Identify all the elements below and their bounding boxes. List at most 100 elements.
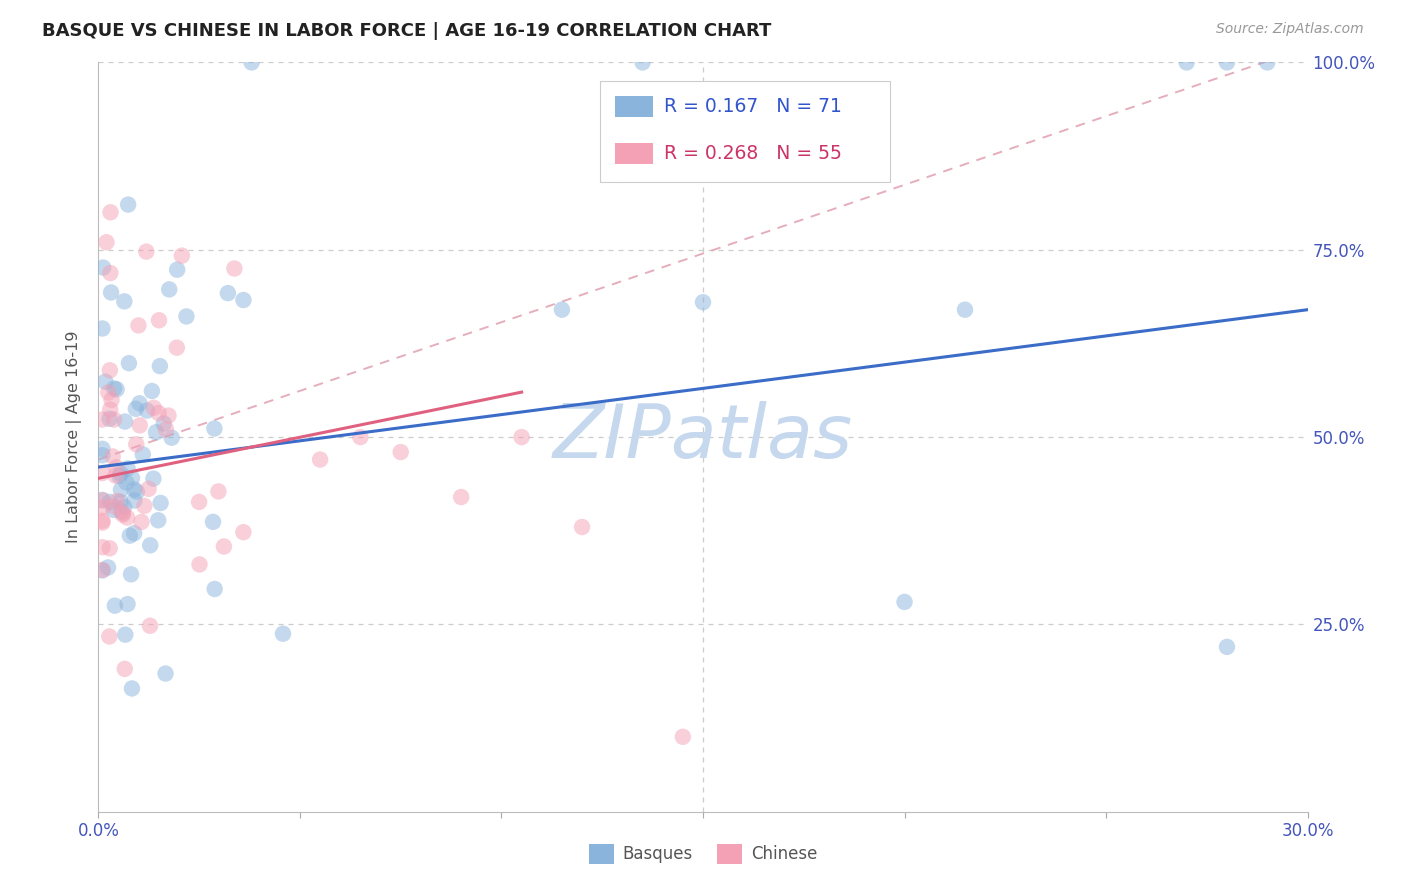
Point xyxy=(100,285,122,300)
Point xyxy=(166,341,188,355)
Point xyxy=(160,431,183,445)
Point xyxy=(122,483,145,497)
Point xyxy=(104,468,127,483)
Point xyxy=(94,375,117,389)
Point xyxy=(128,418,150,433)
Point xyxy=(117,597,139,611)
Point xyxy=(105,460,128,475)
Point xyxy=(145,425,167,440)
Text: ZIPatlas: ZIPatlas xyxy=(553,401,853,473)
Point xyxy=(100,392,122,407)
Point xyxy=(1216,55,1239,70)
Point xyxy=(97,385,120,400)
Point xyxy=(953,302,976,317)
Point xyxy=(103,412,125,426)
Point xyxy=(118,356,141,370)
Text: R = 0.268   N = 55: R = 0.268 N = 55 xyxy=(664,144,842,162)
Point xyxy=(134,499,156,513)
Point xyxy=(91,492,114,507)
Point xyxy=(110,483,132,497)
Point xyxy=(101,450,124,464)
Point xyxy=(224,261,246,276)
Point xyxy=(125,484,148,499)
Point xyxy=(91,563,114,577)
Point xyxy=(112,506,135,520)
Point xyxy=(91,321,114,335)
Point xyxy=(612,168,634,182)
Point xyxy=(103,503,125,517)
Point xyxy=(148,513,170,527)
Point xyxy=(135,244,157,259)
Point xyxy=(105,382,128,396)
Point xyxy=(117,461,139,475)
Text: BASQUE VS CHINESE IN LABOR FORCE | AGE 16-19 CORRELATION CHART: BASQUE VS CHINESE IN LABOR FORCE | AGE 1… xyxy=(42,22,772,40)
Point xyxy=(110,467,132,481)
Point xyxy=(118,529,141,543)
Point xyxy=(120,567,142,582)
Point xyxy=(152,417,174,431)
Point xyxy=(91,516,114,530)
Point xyxy=(91,563,114,577)
Point xyxy=(112,294,135,309)
Point xyxy=(551,302,574,317)
Point xyxy=(349,430,371,444)
Point xyxy=(170,249,193,263)
Point xyxy=(108,468,131,483)
Point xyxy=(157,409,180,423)
Point xyxy=(692,295,714,310)
Point xyxy=(97,560,120,574)
Point xyxy=(232,293,254,307)
Bar xyxy=(614,143,654,163)
Point xyxy=(91,540,114,554)
Point xyxy=(112,500,135,514)
Point xyxy=(893,595,915,609)
Bar xyxy=(614,96,654,117)
Point xyxy=(149,496,172,510)
Point xyxy=(98,541,121,556)
Point xyxy=(166,262,188,277)
Point xyxy=(128,396,150,410)
Point xyxy=(204,582,226,596)
Point xyxy=(91,260,114,275)
Point xyxy=(121,471,143,485)
Point xyxy=(98,402,121,417)
Point xyxy=(91,412,114,426)
Point xyxy=(104,599,127,613)
Point xyxy=(139,538,162,552)
Point xyxy=(1175,55,1198,70)
Point xyxy=(672,730,695,744)
Point xyxy=(91,514,114,528)
Point xyxy=(100,205,122,219)
Point xyxy=(91,448,114,462)
Point xyxy=(98,630,121,644)
Point xyxy=(232,525,254,540)
Point xyxy=(98,495,121,509)
Point xyxy=(188,558,211,572)
Point xyxy=(571,520,593,534)
Point xyxy=(96,235,118,250)
Point xyxy=(98,266,121,280)
Point xyxy=(114,627,136,641)
Point xyxy=(148,406,170,420)
Point xyxy=(122,526,145,541)
Point xyxy=(91,493,114,508)
Y-axis label: In Labor Force | Age 16-19: In Labor Force | Age 16-19 xyxy=(66,331,83,543)
Point xyxy=(271,626,294,640)
Legend: Basques, Chinese: Basques, Chinese xyxy=(582,838,824,871)
Point xyxy=(155,422,177,436)
Point xyxy=(131,515,153,529)
Point xyxy=(132,447,155,461)
Point xyxy=(121,681,143,696)
Point xyxy=(110,495,132,509)
Text: R = 0.167   N = 71: R = 0.167 N = 71 xyxy=(664,97,842,116)
Point xyxy=(111,508,134,522)
Point xyxy=(110,505,132,519)
Point xyxy=(103,500,125,514)
Point xyxy=(149,359,172,373)
Point xyxy=(115,510,138,524)
Point xyxy=(631,55,654,70)
Point xyxy=(217,286,239,301)
Point xyxy=(117,197,139,211)
Point xyxy=(450,490,472,504)
Point xyxy=(510,430,533,444)
